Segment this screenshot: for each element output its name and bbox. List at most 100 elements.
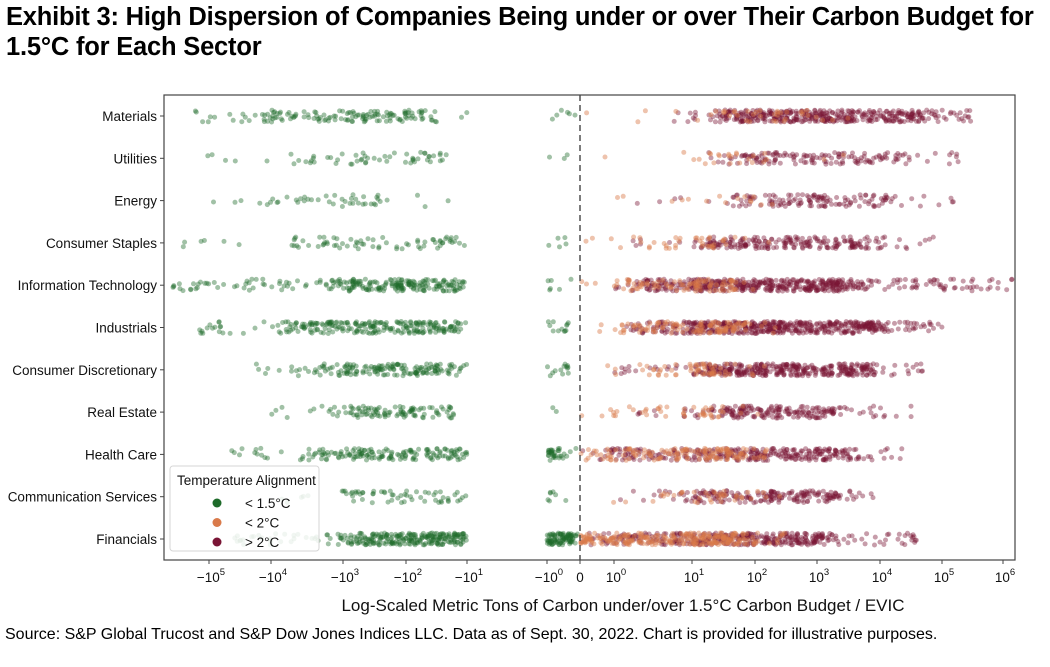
point-above-2c	[859, 112, 865, 118]
point-above-2c	[844, 119, 850, 125]
point-below-1-5c	[239, 446, 245, 452]
point-below-1-5c	[410, 457, 416, 462]
point-above-2c	[896, 108, 902, 113]
point-below-1-5c	[363, 363, 369, 369]
point-below-1-5c	[412, 413, 418, 419]
point-above-2c	[894, 157, 899, 163]
point-above-2c	[769, 110, 774, 116]
point-below-1-5c	[422, 498, 428, 504]
point-above-2c	[768, 448, 774, 454]
point-above-2c	[762, 157, 768, 163]
point-below-1-5c	[333, 450, 339, 456]
point-above-2c	[807, 153, 813, 159]
point-below-1-5c	[326, 118, 331, 124]
point-below-2c	[761, 159, 767, 165]
point-above-2c	[726, 115, 732, 121]
point-above-2c	[752, 115, 758, 121]
point-below-2c	[597, 329, 603, 334]
point-below-1-5c	[461, 243, 467, 248]
point-above-2c	[810, 451, 815, 457]
point-above-2c	[784, 113, 790, 119]
point-below-1-5c	[355, 200, 361, 206]
point-below-2c	[804, 107, 810, 113]
point-below-1-5c	[552, 368, 558, 374]
point-above-2c	[895, 156, 901, 162]
point-above-2c	[911, 326, 917, 332]
point-above-2c	[857, 108, 862, 114]
point-below-1-5c	[445, 455, 451, 461]
point-below-1-5c	[277, 281, 282, 287]
point-below-2c	[766, 239, 772, 245]
point-above-2c	[910, 278, 916, 284]
point-above-2c	[842, 195, 848, 201]
point-above-2c	[867, 159, 873, 165]
point-below-1-5c	[360, 114, 366, 120]
point-above-2c	[850, 330, 856, 336]
point-below-2c	[750, 373, 756, 378]
point-above-2c	[934, 277, 940, 283]
point-below-1-5c	[391, 150, 397, 156]
point-below-2c	[669, 367, 675, 373]
point-above-2c	[849, 115, 855, 121]
point-above-2c	[791, 154, 797, 160]
point-below-2c	[663, 372, 669, 378]
point-above-2c	[763, 276, 769, 282]
point-below-1-5c	[410, 113, 416, 119]
point-above-2c	[754, 365, 760, 371]
point-below-1-5c	[348, 287, 353, 293]
point-above-2c	[846, 279, 852, 285]
point-below-1-5c	[240, 111, 246, 117]
point-below-1-5c	[415, 156, 421, 162]
point-above-2c	[619, 365, 625, 371]
point-below-1-5c	[333, 113, 339, 119]
point-above-2c	[736, 112, 742, 118]
point-above-2c	[740, 119, 746, 125]
point-above-2c	[748, 196, 754, 201]
point-above-2c	[781, 109, 787, 115]
point-below-1-5c	[418, 108, 424, 114]
point-below-2c	[721, 108, 727, 114]
point-above-2c	[879, 155, 885, 161]
point-below-1-5c	[264, 202, 270, 208]
point-below-2c	[713, 282, 719, 288]
point-above-2c	[732, 107, 738, 113]
point-below-1-5c	[357, 449, 363, 455]
point-below-1-5c	[453, 372, 459, 378]
point-below-2c	[762, 320, 768, 326]
point-above-2c	[726, 161, 732, 167]
point-above-2c	[790, 151, 796, 157]
point-above-2c	[767, 112, 772, 118]
point-above-2c	[908, 118, 914, 124]
point-below-1-5c	[384, 109, 390, 115]
point-below-2c	[737, 160, 743, 166]
point-above-2c	[961, 118, 966, 124]
point-below-1-5c	[384, 197, 390, 203]
point-above-2c	[908, 115, 914, 121]
point-below-1-5c	[363, 326, 369, 332]
point-above-2c	[749, 111, 754, 117]
point-above-2c	[799, 490, 805, 496]
point-below-1-5c	[363, 160, 368, 166]
point-below-1-5c	[240, 330, 246, 336]
point-above-2c	[793, 108, 799, 114]
point-above-2c	[904, 246, 910, 252]
point-above-2c	[916, 118, 922, 124]
point-above-2c	[803, 159, 809, 165]
point-above-2c	[789, 330, 795, 336]
point-above-2c	[822, 235, 827, 241]
point-below-1-5c	[420, 325, 426, 331]
point-above-2c	[830, 453, 836, 459]
point-below-1-5c	[317, 234, 323, 240]
point-above-2c	[646, 287, 652, 293]
point-above-2c	[895, 110, 901, 116]
point-above-2c	[913, 118, 919, 124]
point-below-1-5c	[331, 235, 337, 241]
point-above-2c	[866, 277, 872, 283]
point-above-2c	[781, 119, 787, 125]
point-above-2c	[803, 110, 808, 116]
point-below-2c	[641, 455, 647, 461]
point-below-2c	[733, 150, 739, 156]
point-above-2c	[783, 115, 789, 121]
point-above-2c	[893, 413, 899, 419]
point-above-2c	[856, 456, 861, 462]
